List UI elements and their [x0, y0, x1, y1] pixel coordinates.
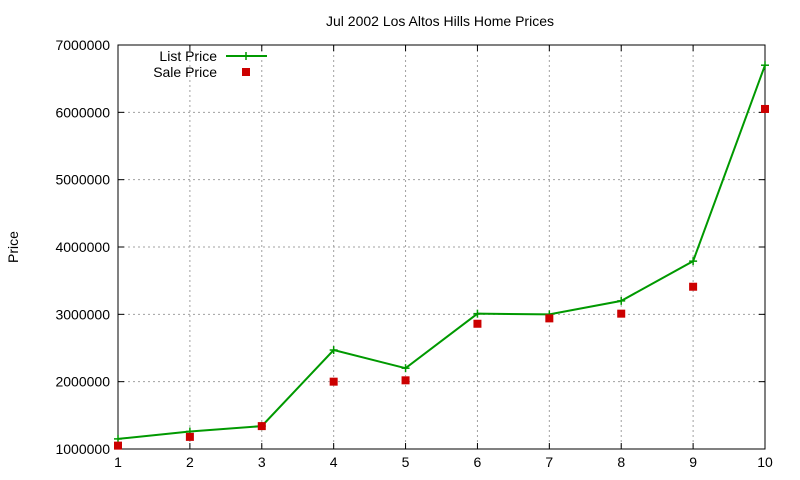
x-tick-label: 10 — [757, 454, 773, 470]
y-tick-label: 6000000 — [55, 104, 110, 120]
sale-price-point — [689, 282, 698, 291]
y-tick-label: 2000000 — [55, 374, 110, 390]
x-tick-labels: 1 2 3 4 5 6 7 8 9 10 — [114, 454, 773, 470]
plot-frame — [117, 44, 766, 450]
sale-price-point — [761, 104, 769, 113]
sale-price-point — [329, 377, 338, 386]
sale-price-point — [617, 309, 626, 318]
list-price-point — [329, 346, 338, 355]
y-tick-labels: 1000000 2000000 3000000 4000000 5000000 60000… — [55, 37, 110, 457]
y-tick-label: 7000000 — [55, 37, 110, 53]
y-tick-label: 1000000 — [55, 441, 110, 457]
x-tick-label: 8 — [617, 454, 625, 470]
y-tick-label: 3000000 — [55, 306, 110, 322]
list-price-point — [617, 296, 626, 305]
list-price-point — [689, 257, 698, 266]
series-list-price — [114, 61, 769, 443]
y-axis-label: Price — [5, 231, 21, 263]
list-price-line — [117, 64, 766, 440]
x-tick-label: 4 — [330, 454, 338, 470]
chart-title: Jul 2002 Los Altos Hills Home Prices — [326, 13, 554, 29]
sale-price-point — [185, 432, 194, 441]
sale-price-point — [545, 314, 554, 323]
x-tick-label: 1 — [114, 454, 122, 470]
list-price-point — [761, 61, 769, 70]
x-tick-label: 5 — [402, 454, 410, 470]
series-layer — [114, 61, 769, 450]
x-tick-label: 7 — [545, 454, 553, 470]
axis-ticks — [117, 44, 766, 450]
sale-price-point — [114, 441, 122, 450]
sale-price-point — [257, 422, 266, 431]
list-price-point — [401, 364, 410, 373]
legend-label: List Price — [159, 48, 217, 64]
x-tick-label: 3 — [258, 454, 266, 470]
legend-square-marker — [242, 68, 250, 76]
x-tick-label: 2 — [186, 454, 194, 470]
series-sale-price — [114, 104, 769, 450]
list-price-point — [473, 309, 482, 318]
list-price-point — [114, 434, 122, 443]
y-tick-label: 5000000 — [55, 172, 110, 188]
sale-price-point — [473, 319, 482, 328]
x-tick-label: 6 — [474, 454, 482, 470]
grid-lines — [118, 45, 765, 449]
legend-label: Sale Price — [153, 64, 217, 80]
legend-plus-marker — [242, 52, 250, 60]
y-tick-label: 4000000 — [55, 239, 110, 255]
sale-price-point — [401, 376, 410, 385]
x-tick-label: 9 — [689, 454, 697, 470]
